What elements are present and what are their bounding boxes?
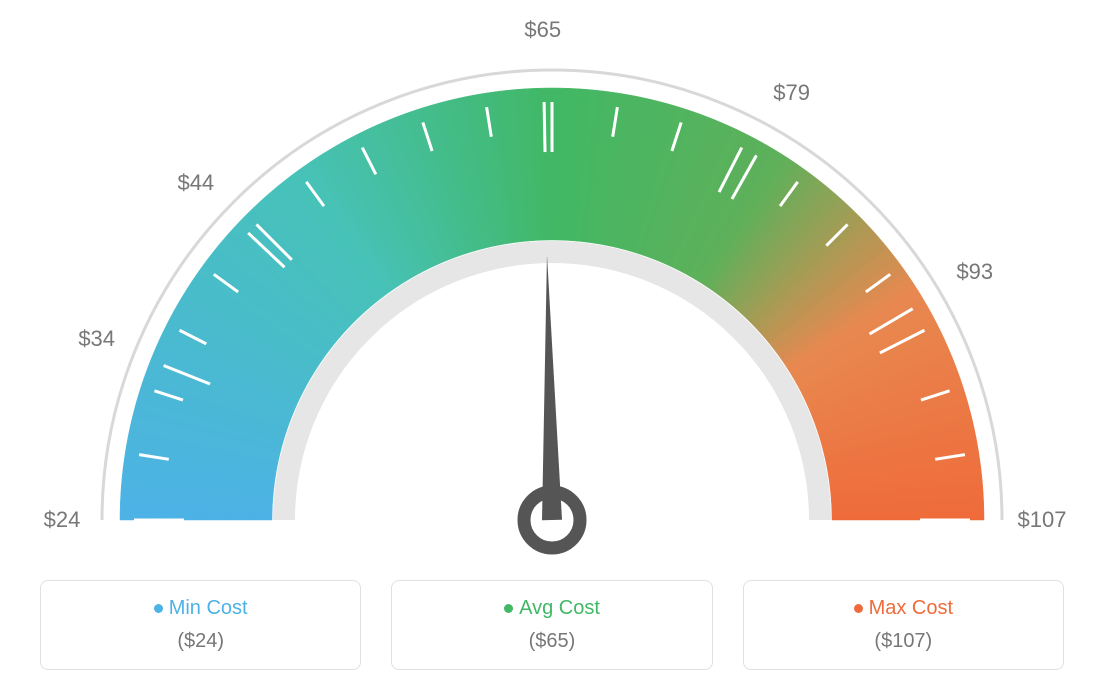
gauge-chart: $24 $34 $44 $65 $79 $93 $107	[0, 0, 1104, 560]
gauge-tick-label: $34	[78, 326, 115, 352]
legend-dot-icon	[854, 604, 863, 613]
gauge-tick-label: $44	[177, 170, 214, 196]
legend-title: Max Cost	[754, 597, 1053, 620]
gauge-tick-label: $79	[773, 80, 810, 106]
gauge-tick-label: $24	[44, 507, 81, 533]
legend-label: Avg Cost	[519, 597, 600, 619]
gauge-svg	[0, 0, 1104, 560]
legend-box: Avg Cost ($65)	[391, 580, 712, 670]
legend-label: Min Cost	[169, 597, 248, 619]
gauge-tick-label: $93	[956, 259, 993, 285]
legend-value: ($24)	[51, 630, 350, 653]
legend-box: Max Cost ($107)	[743, 580, 1064, 670]
gauge-tick-label: $65	[524, 17, 561, 43]
legend-value: ($107)	[754, 630, 1053, 653]
legend-title: Avg Cost	[402, 597, 701, 620]
legend-title: Min Cost	[51, 597, 350, 620]
legend-row: Min Cost ($24) Avg Cost ($65) Max Cost ($107)	[40, 580, 1064, 670]
legend-dot-icon	[154, 604, 163, 613]
legend-dot-icon	[504, 604, 513, 613]
gauge-tick-label: $107	[1018, 507, 1067, 533]
legend-value: ($65)	[402, 630, 701, 653]
legend-label: Max Cost	[869, 597, 953, 619]
legend-box: Min Cost ($24)	[40, 580, 361, 670]
